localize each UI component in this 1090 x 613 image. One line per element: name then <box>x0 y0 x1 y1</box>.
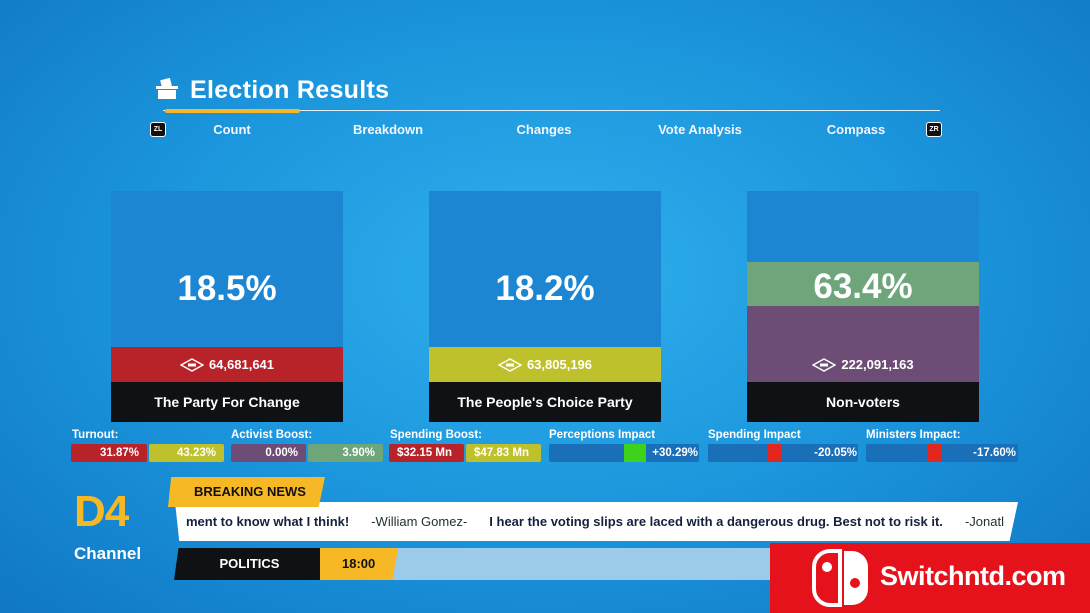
party-votes-bar: 64,681,641 <box>111 347 343 382</box>
tab-bar: ZL Count Breakdown Changes Vote Analysis… <box>150 120 942 140</box>
spending-boost-party-a: $32.15 Mn <box>389 444 464 462</box>
party-card-non-voters[interactable]: 63.4% 222,091,163 Non-voters <box>747 191 979 422</box>
party-votes-bar: 63,805,196 <box>429 347 661 382</box>
party-card-change[interactable]: 18.5% 64,681,641 The Party For Change <box>111 191 343 422</box>
ministers-impact-label: Ministers Impact: <box>866 429 961 441</box>
party-name: Non-voters <box>747 382 979 422</box>
party-name: The People's Choice Party <box>429 382 661 422</box>
spending-impact-label: Spending Impact <box>708 429 801 441</box>
spending-boost-party-b: $47.83 Mn <box>466 444 541 462</box>
tab-vote-analysis[interactable]: Vote Analysis <box>658 122 742 137</box>
ballot-icon <box>812 357 837 372</box>
channel-label: Channel <box>74 544 142 563</box>
activist-boost-label: Activist Boost: <box>231 429 313 441</box>
perceptions-impact-value: +30.29% <box>652 447 698 459</box>
non-voter-bottom-segment <box>747 306 979 382</box>
non-voter-top-segment <box>747 262 979 306</box>
tab-count[interactable]: Count <box>213 122 251 137</box>
perceptions-impact-label: Perceptions Impact <box>549 429 656 441</box>
watermark: Switchntd.com <box>770 543 1090 613</box>
activist-boost-party-b: 3.90% <box>308 444 383 462</box>
party-percent: 18.5% <box>177 269 277 308</box>
active-tab-indicator <box>165 109 300 113</box>
news-ticker: ment to know what I think! -William Gomez… <box>175 502 1018 541</box>
ticker-author: -Jonatl <box>964 514 1004 529</box>
ticker-headline: I hear the voting slips are laced with a… <box>489 514 943 529</box>
ballot-icon <box>497 357 522 372</box>
channel-logo: D4 <box>74 487 129 536</box>
party-card-peoples-choice[interactable]: 18.2% 63,805,196 The People's Choice Par… <box>429 191 661 422</box>
party-percent: 18.2% <box>495 269 595 308</box>
watermark-text: Switchntd.com <box>880 561 1066 591</box>
tab-compass[interactable]: Compass <box>826 122 886 137</box>
page-header: Election Results <box>155 74 940 114</box>
perceptions-impact-marker <box>624 444 646 462</box>
ticker-headline: ment to know what I think! <box>186 514 350 529</box>
zl-button-icon[interactable]: ZL <box>150 122 166 137</box>
zr-button-icon[interactable]: ZR <box>926 122 942 137</box>
news-category: POLITICS <box>174 548 325 580</box>
news-time: 18:00 <box>320 548 398 580</box>
secondary-ticker <box>392 548 772 580</box>
party-name: The Party For Change <box>111 382 343 422</box>
turnout-party-b: 43.23% <box>149 444 224 462</box>
spending-boost-label: Spending Boost: <box>390 429 482 441</box>
spending-impact-value: -20.05% <box>814 447 857 459</box>
ministers-impact-bar <box>866 444 1018 462</box>
party-votes: 63,805,196 <box>526 357 593 372</box>
spending-impact-marker <box>768 444 782 462</box>
header-divider <box>163 110 940 111</box>
page-title: Election Results <box>190 76 390 104</box>
turnout-label: Turnout: <box>72 429 119 441</box>
party-votes-bar: 222,091,163 <box>747 347 979 382</box>
party-votes: 222,091,163 <box>841 357 914 372</box>
tab-breakdown[interactable]: Breakdown <box>352 122 424 137</box>
activist-boost-party-a: 0.00% <box>231 444 306 462</box>
ticker-author: -William Gomez- <box>371 514 468 529</box>
turnout-party-a: 31.87% <box>71 444 147 462</box>
tab-changes[interactable]: Changes <box>516 122 572 137</box>
ballot-box-icon <box>156 78 178 99</box>
ballot-icon <box>179 357 204 372</box>
nintendo-switch-logo-icon <box>812 549 868 607</box>
ministers-impact-value: -17.60% <box>973 447 1016 459</box>
party-votes: 64,681,641 <box>208 357 275 372</box>
party-percent: 63.4% <box>813 267 913 306</box>
breaking-news-banner: BREAKING NEWS <box>168 477 325 507</box>
spending-impact-bar <box>708 444 858 462</box>
ministers-impact-marker <box>928 444 942 462</box>
